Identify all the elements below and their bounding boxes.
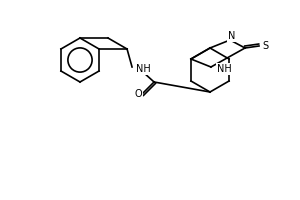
Text: NH: NH <box>217 64 232 74</box>
Text: O: O <box>134 89 142 99</box>
Text: N: N <box>228 31 236 41</box>
Text: NH: NH <box>136 64 151 74</box>
Text: S: S <box>262 41 268 51</box>
